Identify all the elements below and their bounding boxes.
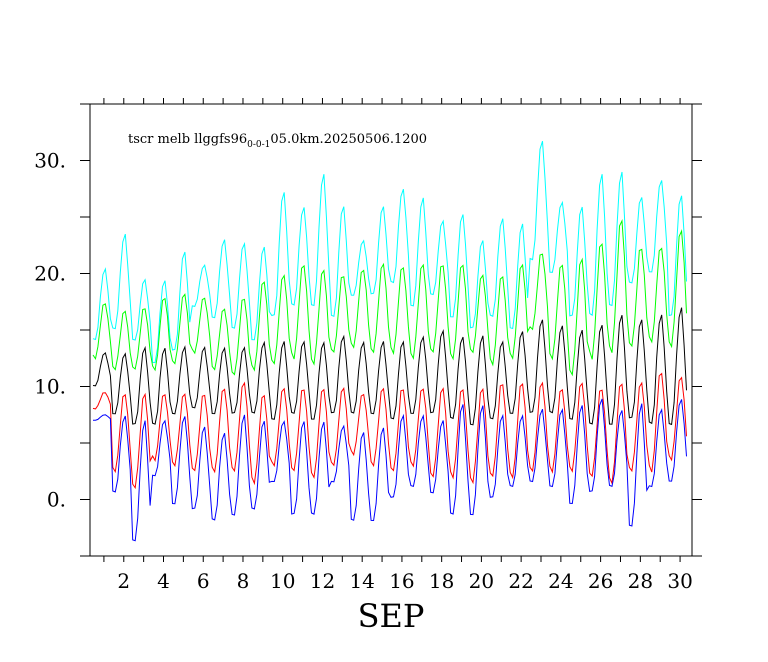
y-tick-label: 20. [34,262,66,286]
x-tick-label: 24 [548,569,573,593]
series-line [92,372,687,490]
chart-title-subscript: 0-0-1 [247,140,270,150]
series-line [92,307,687,426]
y-tick-label: 10. [34,375,66,399]
x-tick-label: 8 [237,569,250,593]
plot-frame [89,103,693,557]
x-tick-label: 18 [429,569,454,593]
y-tick-label: 30. [34,149,66,173]
series-line [92,141,687,364]
x-tick-label: 6 [197,569,210,593]
y-tick-labels: 0. 10. 20. 30. [34,149,66,512]
chart-title-main: tscr melb llggfs96 [128,132,247,147]
x-tick-label: 20 [469,569,494,593]
x-tick-label: 28 [628,569,653,593]
axis-ticks [80,98,702,562]
x-tick-label: 22 [508,569,533,593]
x-tick-label: 10 [270,569,295,593]
series-layer [92,141,687,542]
series-line [92,398,687,542]
x-tick-label: 14 [349,569,374,593]
x-tick-labels: 2 4 6 8 10 12 14 16 18 20 22 24 26 28 30 [117,569,692,593]
x-tick-label: 16 [389,569,414,593]
x-tick-label: 4 [157,569,170,593]
x-tick-label: 26 [588,569,613,593]
y-tick-label: 0. [47,488,66,512]
x-tick-label: 12 [310,569,335,593]
x-axis-label: SEP [358,597,425,635]
series-line [92,219,687,377]
x-tick-label: 30 [667,569,692,593]
x-tick-label: 2 [117,569,130,593]
chart-title: tscr melb llggfs960-0-105.0km.20250506.1… [128,132,427,150]
chart-title-suffix: 05.0km.20250506.1200 [270,132,427,147]
